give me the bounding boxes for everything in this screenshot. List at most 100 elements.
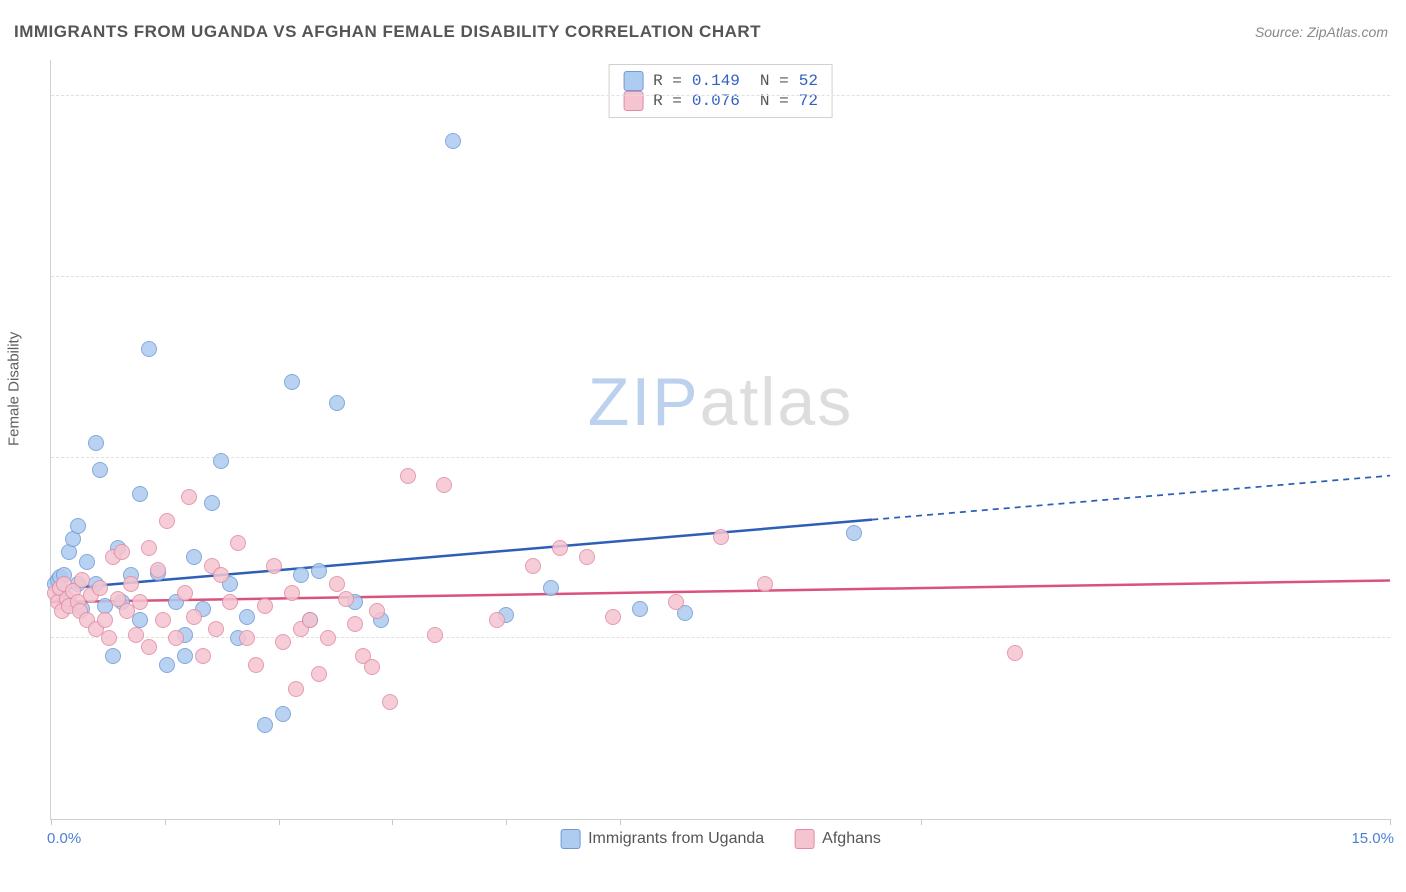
grid-line <box>51 95 1390 96</box>
data-point-uganda <box>239 609 255 625</box>
data-point-uganda <box>284 374 300 390</box>
data-point-afghans <box>141 639 157 655</box>
data-point-afghans <box>92 580 108 596</box>
data-point-afghans <box>141 540 157 556</box>
legend-stats: R = 0.149 N = 52 R = 0.076 N = 72 <box>608 64 833 118</box>
data-point-afghans <box>155 612 171 628</box>
chart-title: IMMIGRANTS FROM UGANDA VS AFGHAN FEMALE … <box>14 22 761 42</box>
data-point-uganda <box>132 486 148 502</box>
watermark: ZIPatlas <box>588 363 853 441</box>
data-point-afghans <box>311 666 327 682</box>
data-point-afghans <box>168 630 184 646</box>
data-point-uganda <box>79 554 95 570</box>
data-point-afghans <box>436 477 452 493</box>
data-point-uganda <box>177 648 193 664</box>
y-tick-label: 40.0% <box>1395 88 1406 105</box>
data-point-afghans <box>757 576 773 592</box>
y-tick-label: 20.0% <box>1395 449 1406 466</box>
data-point-afghans <box>230 535 246 551</box>
data-point-afghans <box>382 694 398 710</box>
data-point-afghans <box>132 594 148 610</box>
legend-swatch-afghans <box>794 829 814 849</box>
data-point-afghans <box>257 598 273 614</box>
data-point-afghans <box>101 630 117 646</box>
data-point-afghans <box>248 657 264 673</box>
data-point-afghans <box>97 612 113 628</box>
data-point-afghans <box>338 591 354 607</box>
data-point-afghans <box>128 627 144 643</box>
data-point-afghans <box>302 612 318 628</box>
x-tick-max: 15.0% <box>1351 830 1394 847</box>
x-tick <box>392 819 393 825</box>
data-point-afghans <box>364 659 380 675</box>
data-point-afghans <box>427 627 443 643</box>
y-tick-label: 10.0% <box>1395 630 1406 647</box>
data-point-uganda <box>70 518 86 534</box>
correlation-chart: IMMIGRANTS FROM UGANDA VS AFGHAN FEMALE … <box>0 0 1406 892</box>
data-point-uganda <box>204 495 220 511</box>
data-point-afghans <box>177 585 193 601</box>
data-point-uganda <box>186 549 202 565</box>
data-point-afghans <box>275 634 291 650</box>
legend-stats-row-afghans: R = 0.076 N = 72 <box>623 91 818 111</box>
data-point-afghans <box>195 648 211 664</box>
data-point-uganda <box>213 453 229 469</box>
x-tick <box>620 819 621 825</box>
x-tick <box>165 819 166 825</box>
data-point-afghans <box>181 489 197 505</box>
grid-line <box>51 457 1390 458</box>
data-point-afghans <box>668 594 684 610</box>
data-point-afghans <box>123 576 139 592</box>
data-point-afghans <box>605 609 621 625</box>
data-point-uganda <box>311 563 327 579</box>
data-point-afghans <box>186 609 202 625</box>
data-point-uganda <box>329 395 345 411</box>
data-point-afghans <box>74 572 90 588</box>
data-point-afghans <box>150 562 166 578</box>
data-point-uganda <box>88 435 104 451</box>
data-point-afghans <box>222 594 238 610</box>
legend-swatch-uganda <box>623 71 643 91</box>
y-axis-label: Female Disability <box>6 332 23 446</box>
legend-swatch-afghans <box>623 91 643 111</box>
x-tick <box>506 819 507 825</box>
data-point-uganda <box>141 341 157 357</box>
grid-line <box>51 276 1390 277</box>
data-point-afghans <box>114 544 130 560</box>
data-point-afghans <box>713 529 729 545</box>
data-point-afghans <box>1007 645 1023 661</box>
data-point-afghans <box>579 549 595 565</box>
legend-item-uganda: Immigrants from Uganda <box>560 829 764 849</box>
data-point-uganda <box>293 567 309 583</box>
data-point-uganda <box>92 462 108 478</box>
data-point-afghans <box>266 558 282 574</box>
data-point-afghans <box>159 513 175 529</box>
data-point-afghans <box>400 468 416 484</box>
chart-source: Source: ZipAtlas.com <box>1255 24 1388 40</box>
data-point-uganda <box>159 657 175 673</box>
data-point-uganda <box>105 648 121 664</box>
data-point-afghans <box>213 567 229 583</box>
data-point-afghans <box>369 603 385 619</box>
data-point-afghans <box>288 681 304 697</box>
data-point-afghans <box>320 630 336 646</box>
legend-stats-row-uganda: R = 0.149 N = 52 <box>623 71 818 91</box>
data-point-afghans <box>525 558 541 574</box>
data-point-uganda <box>257 717 273 733</box>
plot-area: ZIPatlas R = 0.149 N = 52 R = 0.076 N = … <box>50 60 1390 820</box>
data-point-uganda <box>846 525 862 541</box>
data-point-afghans <box>329 576 345 592</box>
data-point-uganda <box>275 706 291 722</box>
x-tick <box>51 819 52 825</box>
data-point-afghans <box>552 540 568 556</box>
data-point-afghans <box>347 616 363 632</box>
data-point-afghans <box>284 585 300 601</box>
legend-item-afghans: Afghans <box>794 829 881 849</box>
legend-series: Immigrants from Uganda Afghans <box>560 829 881 849</box>
x-tick <box>279 819 280 825</box>
data-point-uganda <box>445 133 461 149</box>
data-point-uganda <box>632 601 648 617</box>
data-point-uganda <box>543 580 559 596</box>
data-point-afghans <box>208 621 224 637</box>
x-tick <box>1390 819 1391 825</box>
